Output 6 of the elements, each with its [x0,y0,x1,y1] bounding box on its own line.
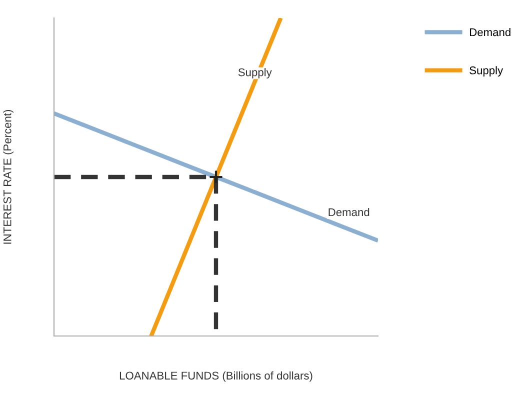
legend-label: Supply [470,66,504,76]
annotation: Demand [328,208,370,216]
x-axis-title: LOANABLE FUNDS (Billions of dollars) [120,371,312,382]
legend-label: Demand [470,28,510,36]
annotation: Supply [238,68,272,78]
y-axis-title: INTEREST RATE (Percent) [3,110,14,244]
